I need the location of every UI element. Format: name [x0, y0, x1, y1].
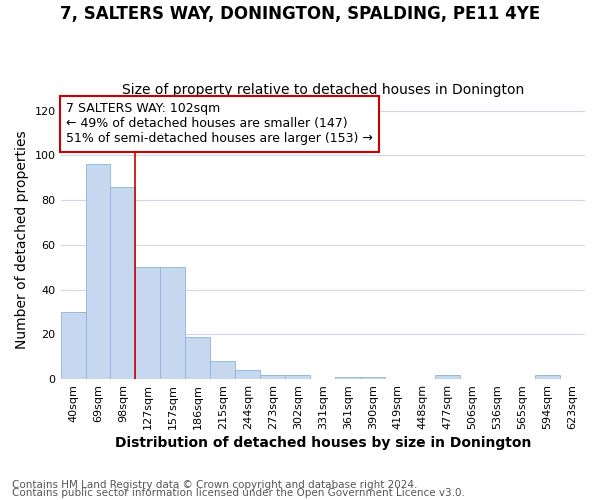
Bar: [160, 268, 185, 379]
Bar: [61, 312, 86, 379]
Bar: [260, 374, 286, 379]
Text: 7 SALTERS WAY: 102sqm
← 49% of detached houses are smaller (147)
51% of semi-det: 7 SALTERS WAY: 102sqm ← 49% of detached …: [66, 102, 373, 146]
Bar: [235, 370, 260, 379]
Bar: [185, 336, 211, 379]
Bar: [535, 374, 560, 379]
Text: Contains public sector information licensed under the Open Government Licence v3: Contains public sector information licen…: [12, 488, 465, 498]
Y-axis label: Number of detached properties: Number of detached properties: [15, 130, 29, 348]
Bar: [86, 164, 110, 379]
Bar: [286, 374, 310, 379]
Bar: [211, 361, 235, 379]
Text: 7, SALTERS WAY, DONINGTON, SPALDING, PE11 4YE: 7, SALTERS WAY, DONINGTON, SPALDING, PE1…: [60, 5, 540, 23]
Bar: [360, 377, 385, 379]
Bar: [435, 374, 460, 379]
X-axis label: Distribution of detached houses by size in Donington: Distribution of detached houses by size …: [115, 436, 531, 450]
Title: Size of property relative to detached houses in Donington: Size of property relative to detached ho…: [122, 83, 524, 97]
Bar: [110, 187, 136, 379]
Text: Contains HM Land Registry data © Crown copyright and database right 2024.: Contains HM Land Registry data © Crown c…: [12, 480, 418, 490]
Bar: [335, 377, 360, 379]
Bar: [136, 268, 160, 379]
